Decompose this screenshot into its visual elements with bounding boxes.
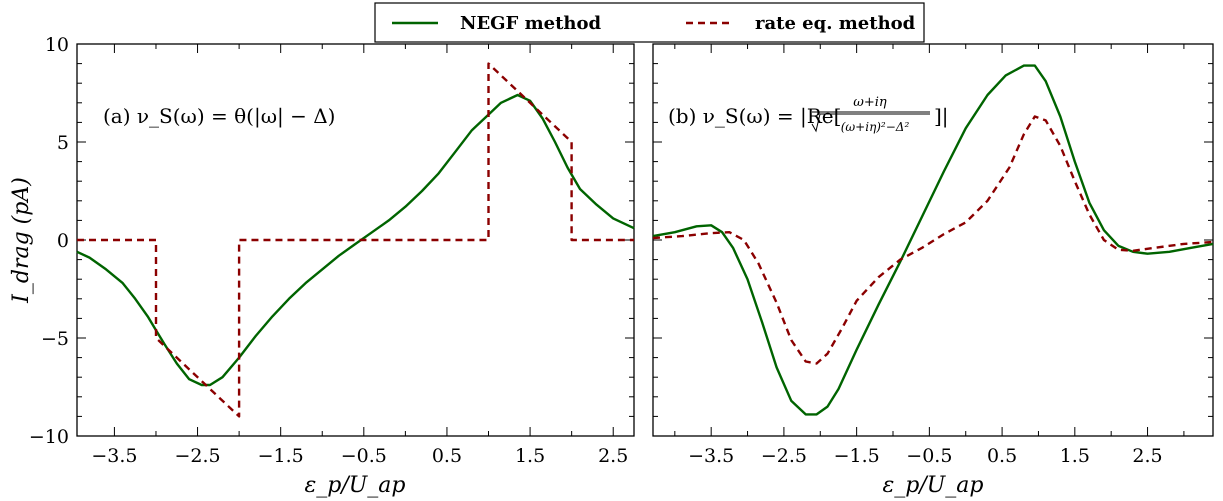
- series-rate-eq-method-b: [652, 115, 1214, 365]
- x-tick-label-a: −2.5: [174, 445, 220, 467]
- panel-b-annotation-numerator: ω+iη: [853, 95, 887, 110]
- x-tick-label-b: 1.5: [1060, 445, 1090, 467]
- x-tick-label-a: −0.5: [341, 445, 387, 467]
- panel-a-lines: [76, 62, 635, 418]
- x-tick-label-b: −0.5: [906, 445, 952, 467]
- series-negf-method-a: [76, 93, 635, 387]
- x-tick-label-b: 2.5: [1132, 445, 1162, 467]
- legend-label-negf: NEGF method: [460, 13, 601, 34]
- panel-a-annotation: (a) ν_S(ω) = θ(|ω| − Δ): [103, 104, 335, 129]
- series-negf-method-b: [652, 64, 1214, 416]
- x-tick-label-b: −2.5: [761, 445, 807, 467]
- legend-box: [374, 2, 925, 43]
- x-tick-label-a: 2.5: [598, 445, 628, 467]
- panel-b-annotation-denominator: (ω+iη)²−Δ²: [841, 120, 910, 134]
- legend: NEGF method rate eq. method: [374, 2, 925, 43]
- panel-b-annotation: (b) ν_S(ω) = |Re[ ω+iη (ω+iη)²−Δ² ]|: [668, 95, 949, 134]
- y-tick-label: −10: [29, 426, 69, 448]
- panel-b-lines: [652, 64, 1214, 416]
- legend-label-rate-eq: rate eq. method: [755, 13, 916, 34]
- panel-b-annotation-suffix: ]|: [934, 104, 949, 129]
- y-tick-label: −5: [41, 328, 69, 350]
- panel-a-frame: [76, 43, 635, 437]
- series-rate-eq-method-a: [77, 62, 634, 418]
- x-tick-label-a: −3.5: [91, 445, 137, 467]
- x-tick-label-a: 0.5: [432, 445, 462, 467]
- x-tick-label-b: 0.5: [987, 445, 1017, 467]
- panel-a-ticks: −3.5 −2.5 −1.5 −0.5 0.5 1.5 2.5 −10 −5 0 5 10: [29, 34, 634, 467]
- panel-b-xlabel: ε_p/U_ap: [882, 473, 983, 498]
- panel-b-sqrt-sign: [811, 113, 930, 133]
- panel-a: −3.5 −2.5 −1.5 −0.5 0.5 1.5 2.5 −10 −5 0 5 10 (a) ν…: [29, 34, 635, 498]
- x-tick-label-a: 1.5: [515, 445, 545, 467]
- panel-b: −3.5 −2.5 −1.5 −0.5 0.5 1.5 2.5 (b) ν_S(ω) = |…: [652, 43, 1214, 498]
- x-tick-label-a: −1.5: [258, 445, 304, 467]
- x-tick-label-b: −3.5: [688, 445, 734, 467]
- y-axis-label: I_drag (pA): [9, 177, 34, 304]
- panel-b-annotation-prefix: (b) ν_S(ω) = |Re[: [668, 104, 841, 129]
- x-tick-label-b: −1.5: [834, 445, 880, 467]
- y-tick-label: 0: [57, 230, 69, 252]
- panel-b-ticks: −3.5 −2.5 −1.5 −0.5 0.5 1.5 2.5: [653, 43, 1213, 467]
- panel-a-xlabel: ε_p/U_ap: [304, 473, 405, 498]
- y-tick-label: 10: [45, 34, 69, 56]
- y-tick-label: 5: [57, 132, 69, 154]
